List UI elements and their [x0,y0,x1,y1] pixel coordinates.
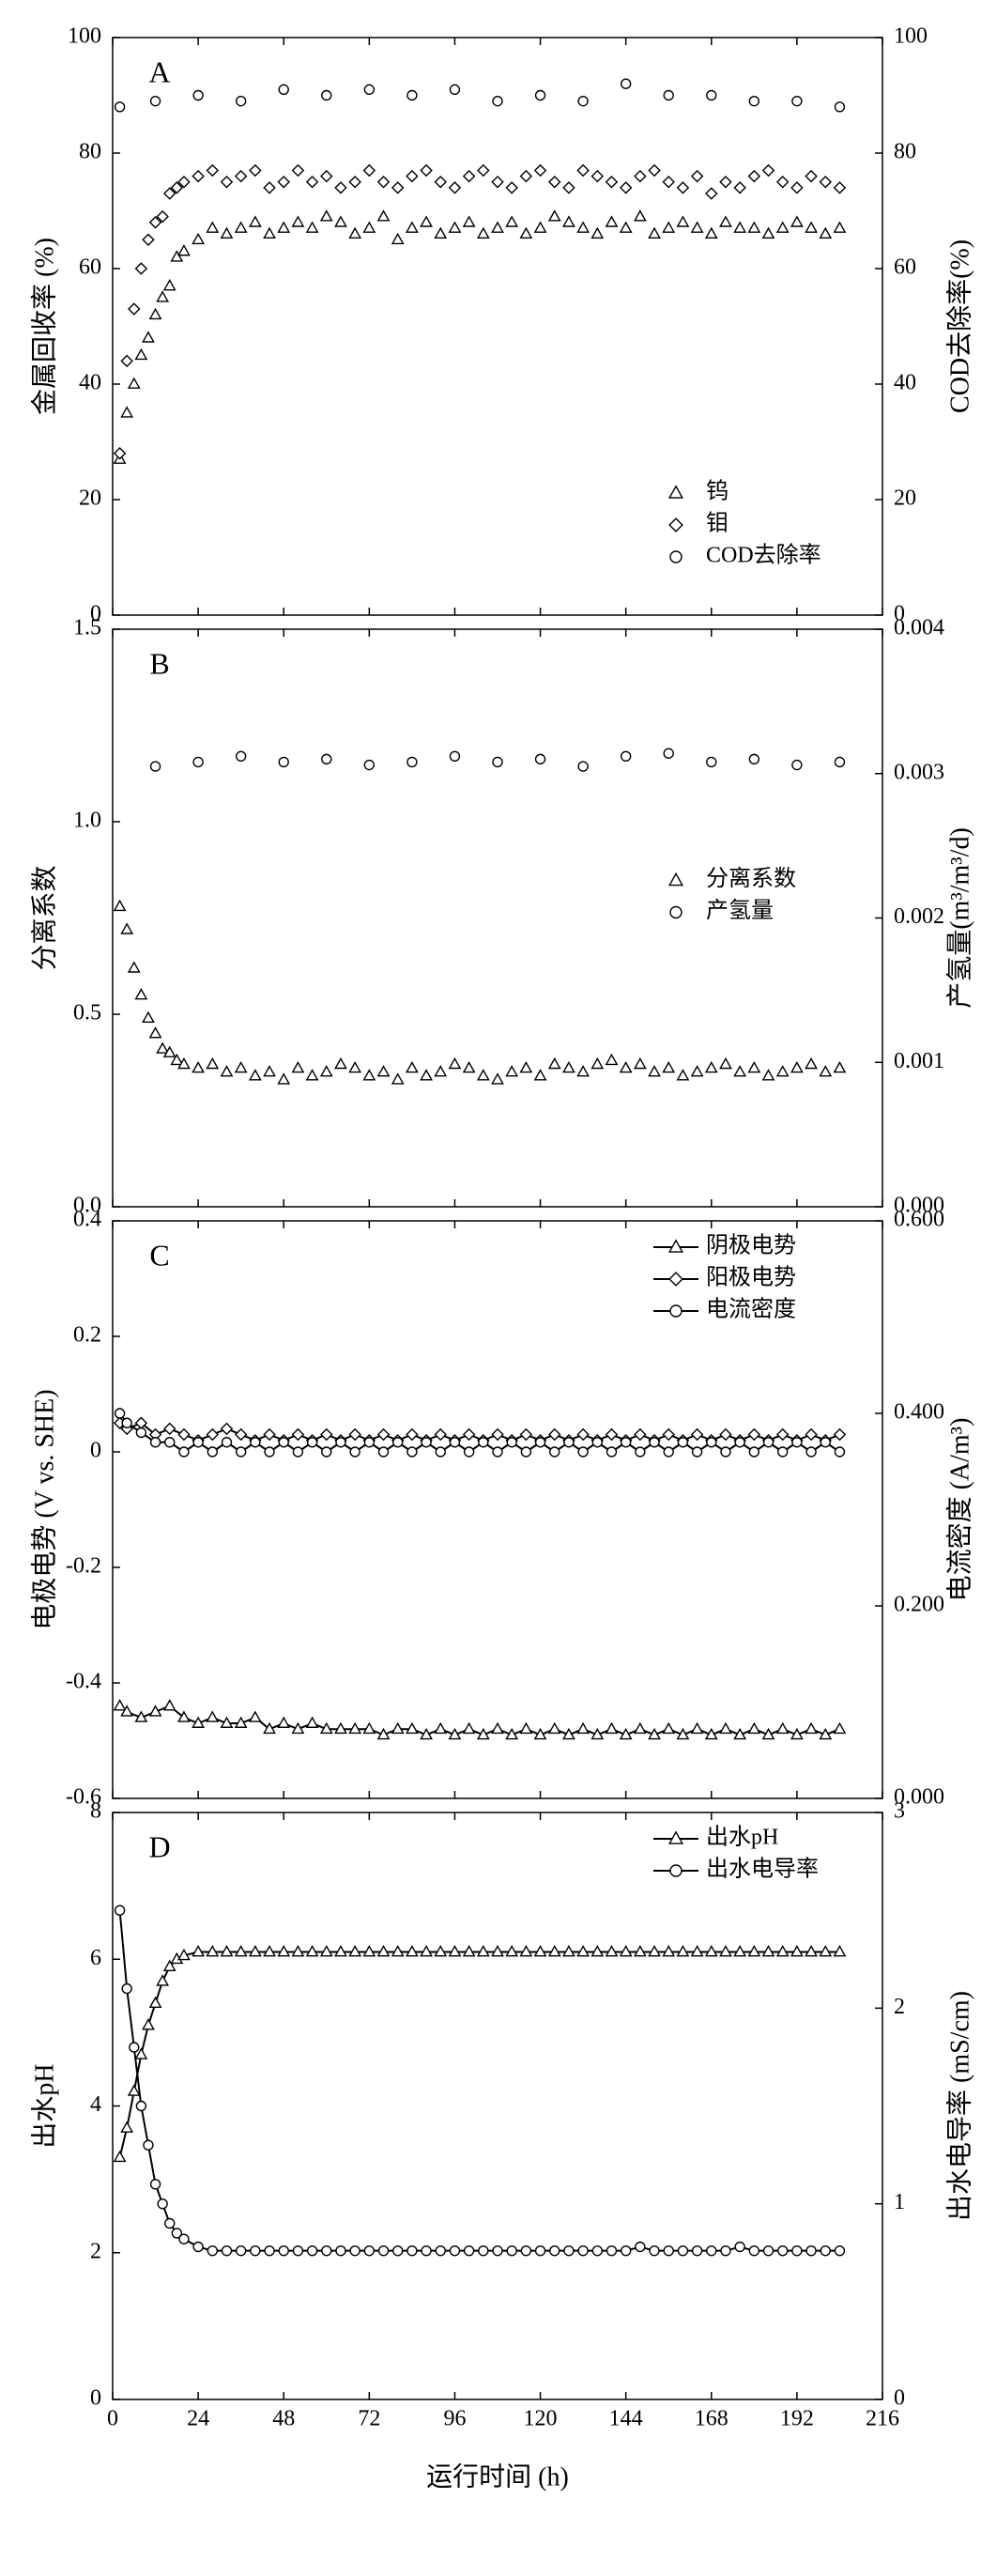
svg-text:0.400: 0.400 [894,1400,944,1425]
svg-text:0.001: 0.001 [894,1049,944,1073]
svg-text:C: C [149,1238,169,1272]
svg-text:阳极电势: 阳极电势 [706,1265,796,1290]
svg-text:D: D [148,1829,170,1863]
svg-text:0.2: 0.2 [73,1323,101,1348]
svg-text:金属回收率 (%): 金属回收率 (%) [29,238,59,415]
svg-text:4: 4 [90,2092,101,2117]
svg-text:6: 6 [90,1946,101,1970]
panel-b: 0.00.51.01.50.0000.0010.0020.0030.004分离系… [113,629,882,1207]
svg-text:阴极电势: 阴极电势 [706,1233,796,1258]
svg-text:80: 80 [894,140,916,164]
svg-text:钨: 钨 [706,479,729,504]
panel-d: 024487296120144168192216024680123出水pH出水电… [113,1812,882,2399]
svg-text:100: 100 [68,24,101,49]
svg-text:20: 20 [79,486,101,511]
svg-text:0.003: 0.003 [894,760,944,784]
svg-text:0.600: 0.600 [894,1208,944,1232]
svg-text:60: 60 [894,255,916,280]
svg-text:-0.2: -0.2 [66,1554,101,1579]
panel-a: 020406080100020406080100金属回收率 (%)COD去除率(… [113,38,882,615]
svg-text:2: 2 [90,2239,101,2263]
svg-text:2: 2 [894,1995,905,2019]
svg-text:产氢量(m³/m³/d): 产氢量(m³/m³/d) [944,827,974,1009]
svg-text:1: 1 [894,2190,905,2214]
svg-text:电极电势 (V vs. SHE): 电极电势 (V vs. SHE) [29,1389,59,1629]
svg-text:3: 3 [894,1799,905,1824]
svg-text:出水pH: 出水pH [706,1825,778,1850]
svg-text:0.200: 0.200 [894,1593,944,1617]
svg-text:0.002: 0.002 [894,904,944,929]
figure-container: 020406080100020406080100金属回收率 (%)COD去除率(… [0,0,997,2576]
svg-text:1.0: 1.0 [73,809,101,833]
svg-text:电流密度 (A/m³): 电流密度 (A/m³) [944,1418,974,1602]
svg-text:电流密度: 电流密度 [706,1297,796,1322]
svg-text:80: 80 [79,140,101,164]
svg-text:B: B [149,646,169,680]
svg-text:-0.4: -0.4 [66,1670,101,1694]
svg-text:产氢量: 产氢量 [706,898,774,923]
svg-text:1.5: 1.5 [73,616,101,640]
svg-text:分离系数: 分离系数 [29,865,59,970]
svg-text:40: 40 [79,371,101,395]
svg-text:出水电导率 (mS/cm): 出水电导率 (mS/cm) [944,1991,974,2221]
svg-text:0: 0 [90,2386,101,2411]
svg-text:0.5: 0.5 [73,1001,101,1026]
panel-c: -0.6-0.4-0.200.20.40.0000.2000.4000.600电… [113,1221,882,1798]
svg-text:0: 0 [90,1439,101,1463]
svg-text:钼: 钼 [706,511,729,536]
svg-text:0.4: 0.4 [73,1208,101,1232]
svg-text:分离系数: 分离系数 [706,866,796,891]
svg-text:20: 20 [894,486,916,511]
svg-text:出水电导率: 出水电导率 [706,1857,819,1882]
svg-text:A: A [148,54,170,88]
svg-text:100: 100 [894,24,928,49]
svg-text:出水pH: 出水pH [29,2063,59,2148]
svg-text:COD去除率: COD去除率 [706,543,821,568]
svg-text:COD去除率(%): COD去除率(%) [944,239,974,413]
svg-text:运行时间 (h): 运行时间 (h) [426,2461,569,2491]
svg-text:40: 40 [894,371,916,395]
svg-text:0: 0 [894,2386,905,2411]
svg-text:8: 8 [90,1799,101,1824]
svg-text:60: 60 [79,255,101,280]
svg-text:0.004: 0.004 [894,616,944,640]
x-axis-area: 运行时间 (h) [113,2399,882,2540]
